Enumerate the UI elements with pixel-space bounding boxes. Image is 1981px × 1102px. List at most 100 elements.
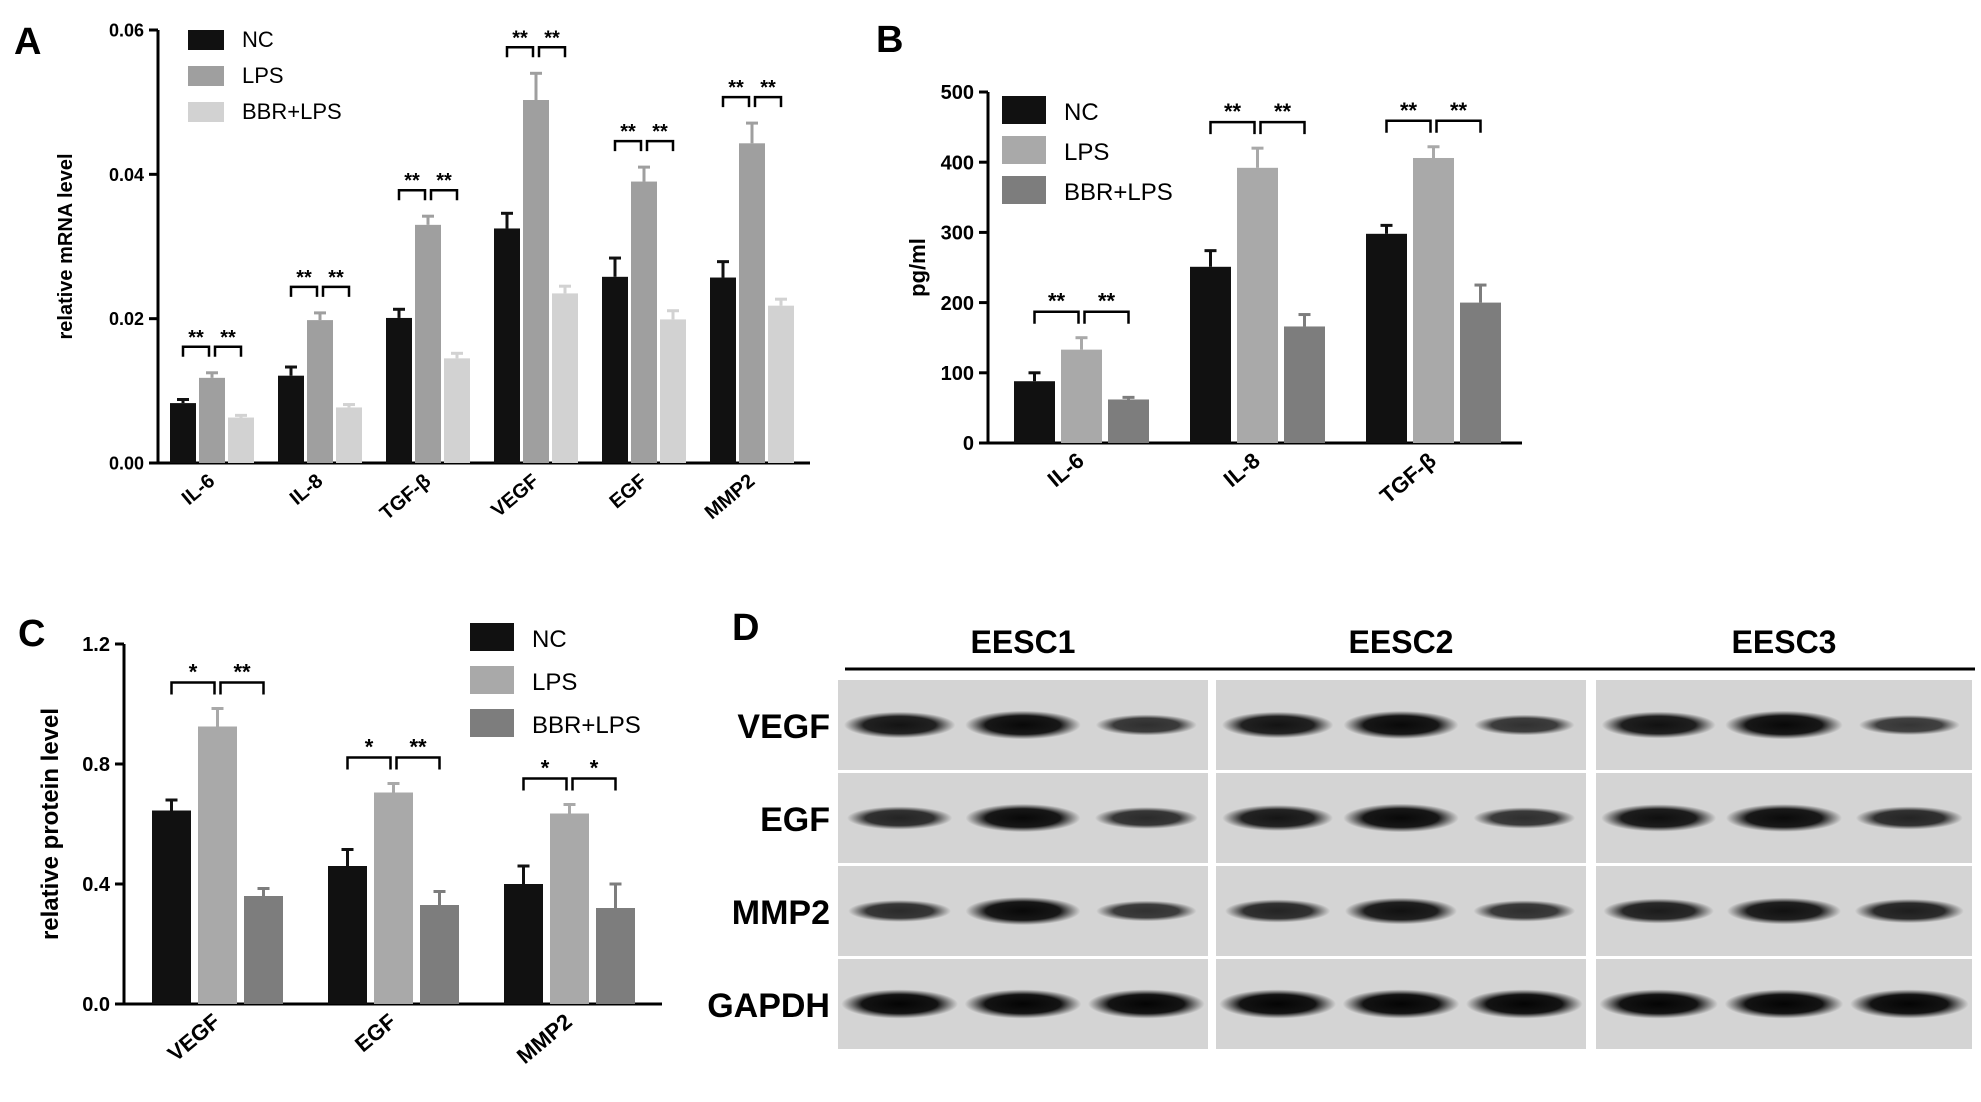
blot-band xyxy=(1219,989,1337,1019)
bar xyxy=(386,317,412,463)
blot-band xyxy=(1095,714,1197,736)
significance-mark: ** xyxy=(620,121,636,143)
x-tick-label: TGF-β xyxy=(1375,448,1441,509)
x-tick-label: MMP2 xyxy=(512,1009,577,1069)
bar xyxy=(1413,157,1454,443)
significance-bracket xyxy=(721,95,751,108)
significance-bracket xyxy=(397,188,427,201)
significance-mark: ** xyxy=(233,660,251,685)
legend-swatch xyxy=(1002,96,1046,124)
bar xyxy=(444,358,470,463)
legend-swatch xyxy=(1002,136,1046,164)
x-tick-label: EGF xyxy=(606,470,652,513)
significance-mark: ** xyxy=(652,121,668,143)
significance-bracket xyxy=(1209,120,1256,135)
blot-band xyxy=(1603,898,1714,924)
blot-band xyxy=(1465,989,1583,1019)
blot-band xyxy=(841,989,959,1019)
y-tick-label: 100 xyxy=(941,363,974,385)
significance-mark: ** xyxy=(544,27,560,49)
significance-mark: ** xyxy=(409,735,427,760)
blot-group-label: EESC1 xyxy=(971,624,1076,660)
significance-bracket xyxy=(613,139,643,152)
x-tick-label: IL-6 xyxy=(178,470,219,510)
significance-bracket xyxy=(505,46,535,58)
significance-bracket xyxy=(429,188,459,201)
legend-swatch xyxy=(1002,176,1046,204)
bar xyxy=(596,908,635,1004)
blot-band xyxy=(965,710,1081,740)
blot-band xyxy=(1094,807,1198,829)
significance-bracket xyxy=(289,285,319,297)
significance-bracket xyxy=(1385,119,1432,133)
y-tick-label: 0.06 xyxy=(109,20,144,40)
chart-panel-B: B 0 100 200 300 400 500 pg/ml ** ** IL-6 ** ** IL-8 **… xyxy=(876,19,1522,508)
significance-bracket xyxy=(645,139,675,152)
legend-label: LPS xyxy=(532,669,577,696)
bar xyxy=(415,224,441,463)
blot-band xyxy=(1724,989,1844,1019)
panel-label: A xyxy=(14,21,41,63)
significance-bracket xyxy=(181,345,211,357)
y-axis-label: relative mRNA level xyxy=(55,153,77,339)
significance-bracket xyxy=(522,777,568,791)
legend-label: LPS xyxy=(242,63,284,88)
significance-bracket xyxy=(1259,120,1306,135)
significance-mark: * xyxy=(541,756,550,781)
x-tick-label: TGF-β xyxy=(376,470,435,525)
significance-mark: ** xyxy=(760,77,776,99)
blot-band xyxy=(847,806,953,830)
significance-bracket xyxy=(1435,119,1482,133)
bar xyxy=(374,792,413,1004)
bar xyxy=(170,403,196,463)
y-tick-label: 200 xyxy=(941,293,974,315)
y-tick-label: 0.04 xyxy=(109,165,144,185)
blot-band xyxy=(843,711,956,739)
significance-mark: ** xyxy=(1400,98,1418,123)
legend-swatch xyxy=(188,30,224,50)
blot-band xyxy=(1599,989,1718,1019)
blot-band xyxy=(965,896,1081,926)
bar xyxy=(1014,381,1055,443)
significance-bracket xyxy=(346,756,392,770)
blot-band xyxy=(1854,898,1964,924)
blot-band xyxy=(1850,989,1969,1019)
x-tick-label: MMP2 xyxy=(701,470,759,524)
y-tick-label: 0.8 xyxy=(82,754,110,776)
y-tick-label: 0 xyxy=(963,433,974,455)
significance-mark: ** xyxy=(512,27,528,49)
bar xyxy=(228,417,254,463)
y-tick-label: 0.02 xyxy=(109,309,144,329)
bar xyxy=(710,277,736,463)
legend-swatch xyxy=(470,623,514,651)
significance-mark: * xyxy=(590,756,599,781)
legend-swatch xyxy=(470,709,514,737)
bar xyxy=(523,100,549,464)
significance-bracket xyxy=(219,681,265,695)
bar xyxy=(199,377,225,463)
bar xyxy=(550,813,589,1004)
y-tick-label: 0.4 xyxy=(82,874,111,896)
panel-label: D xyxy=(732,607,759,649)
significance-mark: ** xyxy=(328,267,344,289)
bar xyxy=(307,320,333,463)
significance-mark: ** xyxy=(1098,289,1116,314)
blot-band xyxy=(1474,714,1575,736)
significance-mark: ** xyxy=(404,170,420,192)
y-tick-label: 300 xyxy=(941,223,974,245)
bar xyxy=(1061,349,1102,443)
bar xyxy=(1460,302,1501,443)
legend-label: NC xyxy=(242,27,274,52)
bar xyxy=(152,810,191,1004)
y-tick-label: 400 xyxy=(941,152,974,174)
significance-mark: ** xyxy=(1048,289,1066,314)
blot-band xyxy=(1858,714,1960,736)
y-axis-label: pg/ml xyxy=(905,238,930,297)
y-tick-label: 0.0 xyxy=(82,994,110,1016)
bar xyxy=(198,726,237,1004)
y-tick-label: 0.00 xyxy=(109,453,144,473)
blot-band xyxy=(1725,804,1843,832)
bar xyxy=(1237,167,1278,444)
bar xyxy=(504,884,543,1004)
